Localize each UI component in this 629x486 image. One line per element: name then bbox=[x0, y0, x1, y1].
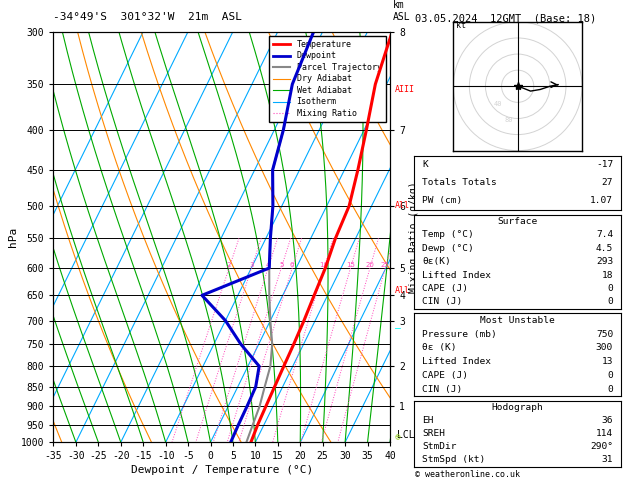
Text: Lifted Index: Lifted Index bbox=[422, 271, 491, 279]
Text: Hodograph: Hodograph bbox=[492, 403, 543, 412]
Text: 31: 31 bbox=[602, 455, 613, 465]
Text: 4: 4 bbox=[266, 262, 270, 268]
Text: 293: 293 bbox=[596, 257, 613, 266]
Text: 0: 0 bbox=[608, 385, 613, 394]
Y-axis label: Mixing Ratio (g/kg): Mixing Ratio (g/kg) bbox=[409, 181, 419, 293]
Text: © weatheronline.co.uk: © weatheronline.co.uk bbox=[415, 469, 520, 479]
Text: StmDir: StmDir bbox=[422, 442, 457, 451]
Text: K: K bbox=[422, 160, 428, 169]
Text: —: — bbox=[395, 323, 401, 333]
Text: 300: 300 bbox=[596, 344, 613, 352]
Y-axis label: hPa: hPa bbox=[8, 227, 18, 247]
Text: Lifted Index: Lifted Index bbox=[422, 357, 491, 366]
Text: 18: 18 bbox=[602, 271, 613, 279]
Text: 0: 0 bbox=[608, 284, 613, 293]
Text: 1.07: 1.07 bbox=[590, 196, 613, 206]
Text: EH: EH bbox=[422, 416, 433, 425]
Text: ⊕: ⊕ bbox=[395, 432, 401, 442]
Text: 25: 25 bbox=[381, 262, 390, 268]
Text: 5: 5 bbox=[279, 262, 284, 268]
Text: 3: 3 bbox=[249, 262, 253, 268]
X-axis label: Dewpoint / Temperature (°C): Dewpoint / Temperature (°C) bbox=[131, 466, 313, 475]
Text: CIN (J): CIN (J) bbox=[422, 297, 462, 306]
Text: kt: kt bbox=[457, 21, 467, 30]
Text: θε (K): θε (K) bbox=[422, 344, 457, 352]
Text: Most Unstable: Most Unstable bbox=[481, 316, 555, 325]
Text: 750: 750 bbox=[596, 330, 613, 339]
Text: 114: 114 bbox=[596, 429, 613, 438]
Text: AIII: AIII bbox=[395, 85, 415, 93]
Text: CAPE (J): CAPE (J) bbox=[422, 284, 468, 293]
Text: θε(K): θε(K) bbox=[422, 257, 451, 266]
Text: 4.5: 4.5 bbox=[596, 244, 613, 253]
Text: CIN (J): CIN (J) bbox=[422, 385, 462, 394]
Text: 13: 13 bbox=[602, 357, 613, 366]
Text: 03.05.2024  12GMT  (Base: 18): 03.05.2024 12GMT (Base: 18) bbox=[415, 14, 596, 24]
Text: 15: 15 bbox=[346, 262, 355, 268]
Text: LCL: LCL bbox=[397, 431, 415, 440]
Text: 40: 40 bbox=[494, 101, 502, 106]
Text: Dewp (°C): Dewp (°C) bbox=[422, 244, 474, 253]
Text: 36: 36 bbox=[602, 416, 613, 425]
Text: All: All bbox=[395, 286, 410, 295]
Text: -34°49'S  301°32'W  21m  ASL: -34°49'S 301°32'W 21m ASL bbox=[53, 12, 242, 22]
Text: 2: 2 bbox=[227, 262, 231, 268]
Text: Surface: Surface bbox=[498, 217, 538, 226]
Text: CAPE (J): CAPE (J) bbox=[422, 371, 468, 380]
Text: 10: 10 bbox=[320, 262, 328, 268]
Text: 290°: 290° bbox=[590, 442, 613, 451]
Text: SREH: SREH bbox=[422, 429, 445, 438]
Text: Totals Totals: Totals Totals bbox=[422, 178, 497, 187]
Text: StmSpd (kt): StmSpd (kt) bbox=[422, 455, 486, 465]
Text: 0: 0 bbox=[608, 371, 613, 380]
Text: PW (cm): PW (cm) bbox=[422, 196, 462, 206]
Text: -17: -17 bbox=[596, 160, 613, 169]
Text: 27: 27 bbox=[602, 178, 613, 187]
Text: Temp (°C): Temp (°C) bbox=[422, 230, 474, 240]
Legend: Temperature, Dewpoint, Parcel Trajectory, Dry Adiabat, Wet Adiabat, Isotherm, Mi: Temperature, Dewpoint, Parcel Trajectory… bbox=[269, 36, 386, 122]
Text: Pressure (mb): Pressure (mb) bbox=[422, 330, 497, 339]
Text: All: All bbox=[395, 201, 410, 210]
Text: 20: 20 bbox=[365, 262, 374, 268]
Text: 6: 6 bbox=[290, 262, 294, 268]
Text: 0: 0 bbox=[608, 297, 613, 306]
Text: km
ASL: km ASL bbox=[393, 0, 411, 22]
Text: 80: 80 bbox=[505, 117, 513, 122]
Text: 7.4: 7.4 bbox=[596, 230, 613, 240]
